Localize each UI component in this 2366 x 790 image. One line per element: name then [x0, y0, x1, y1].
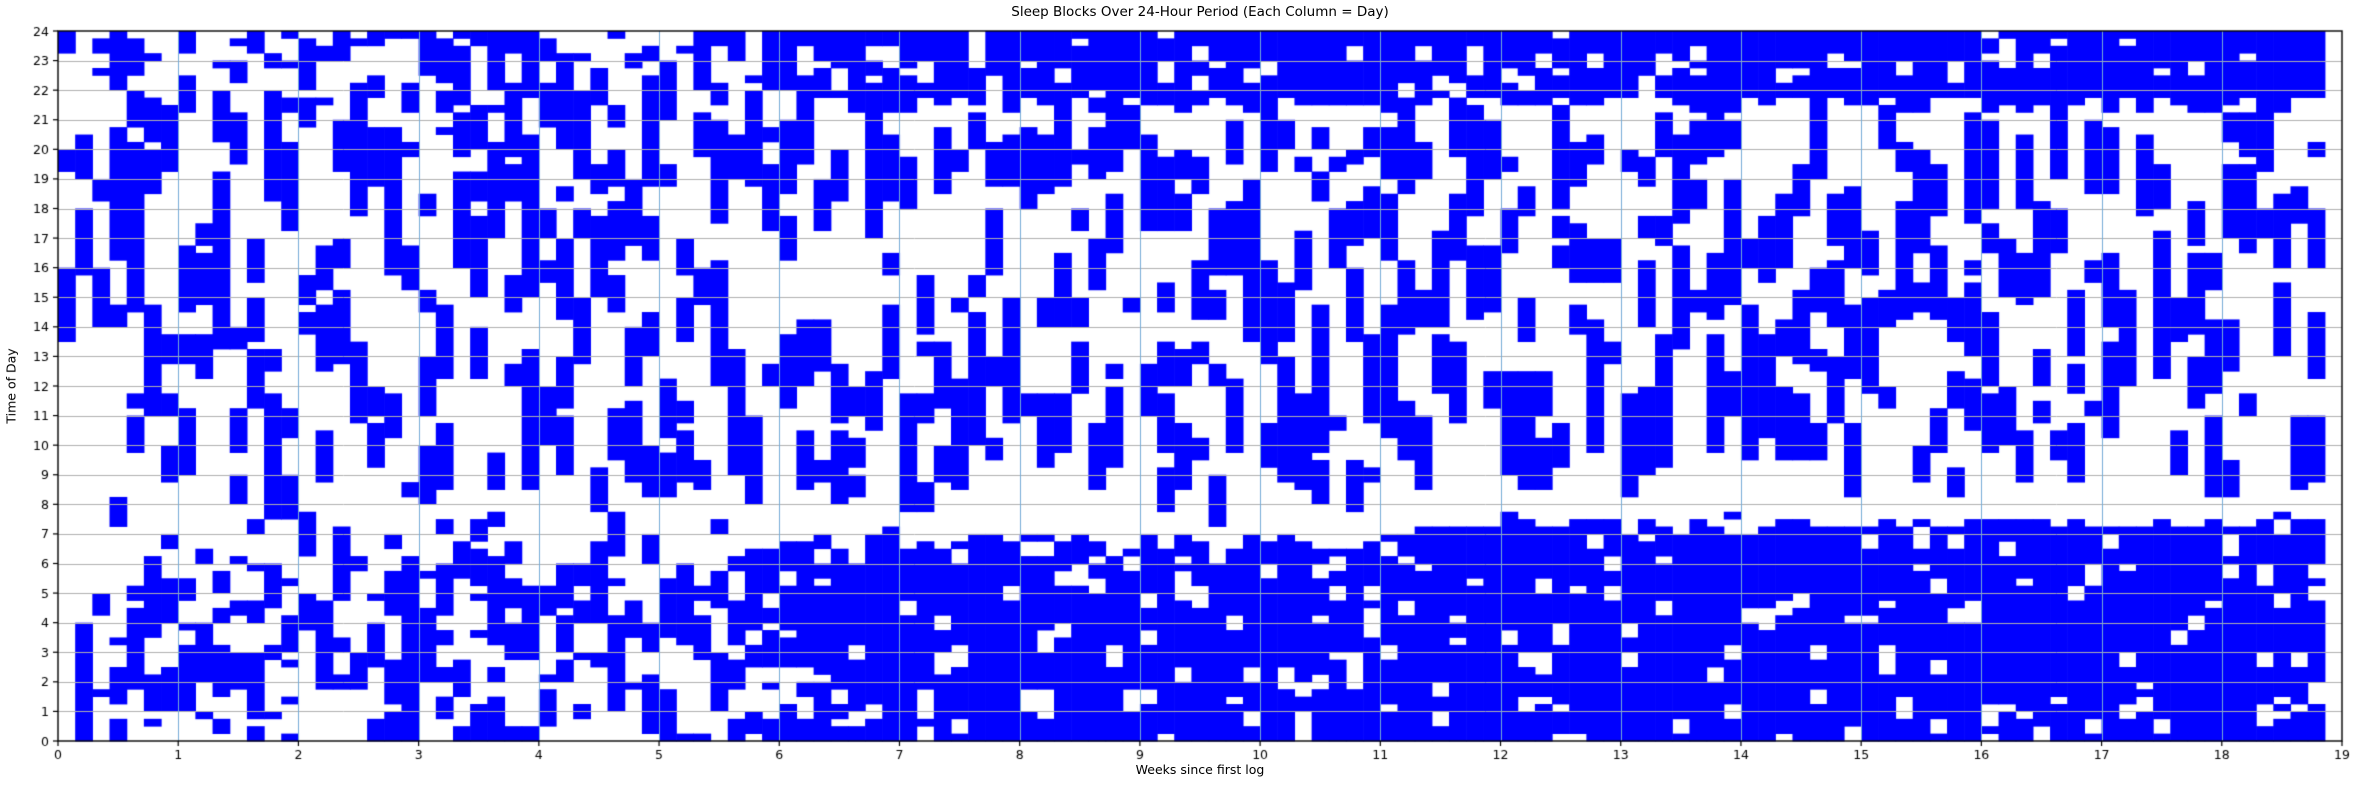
chart-title: Sleep Blocks Over 24-Hour Period (Each C… [1011, 4, 1389, 20]
y-axis-label: Time of Day [3, 348, 19, 424]
x-axis-label: Weeks since first log [1135, 762, 1265, 777]
